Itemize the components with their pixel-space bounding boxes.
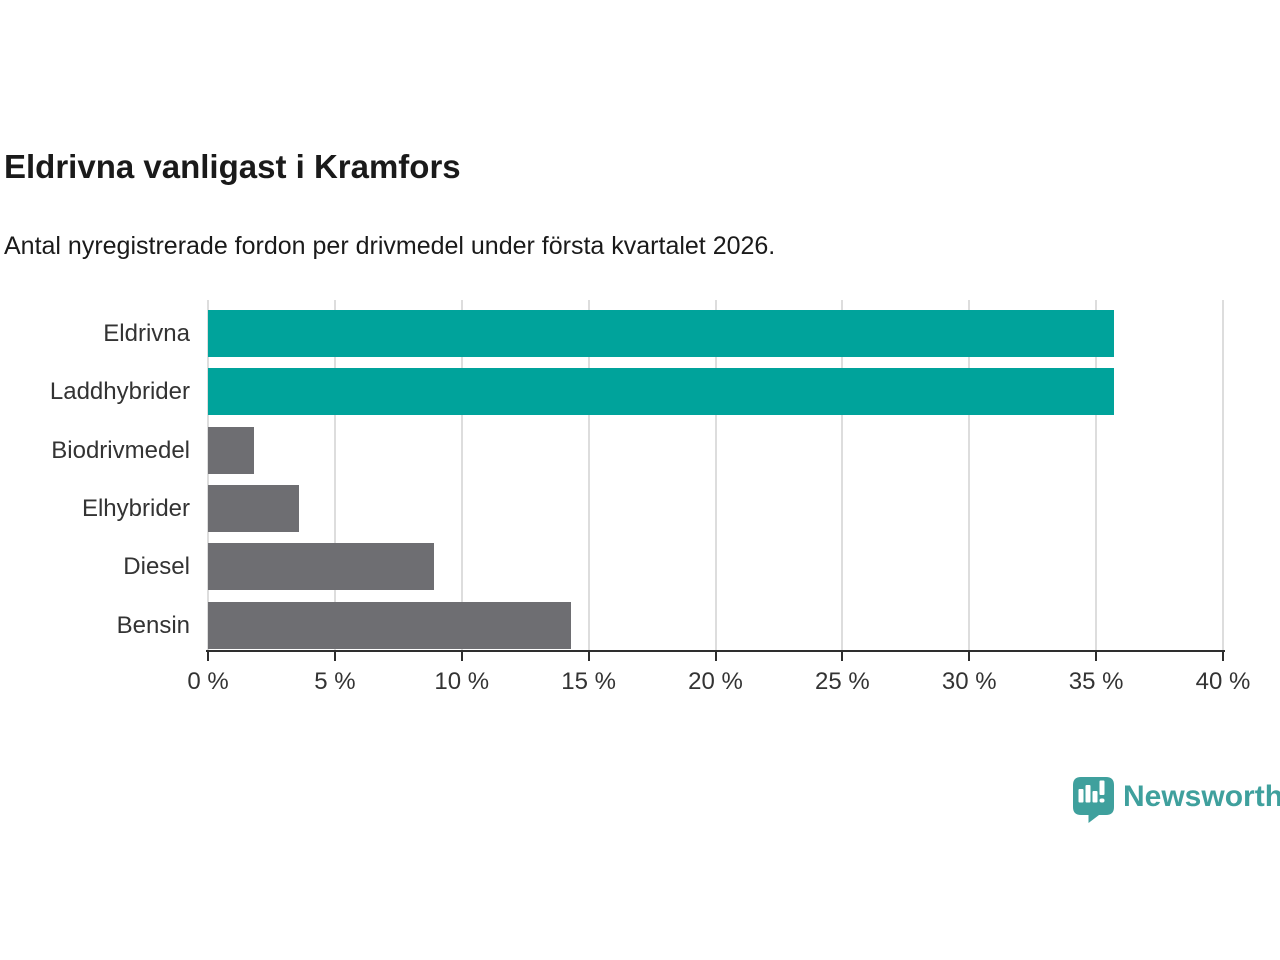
x-axis-tick-label: 0 % bbox=[187, 668, 229, 695]
x-axis-tick-label: 15 % bbox=[561, 668, 616, 695]
bar-laddhybrider bbox=[208, 368, 1114, 415]
gridline bbox=[841, 300, 844, 650]
gridline bbox=[587, 300, 590, 650]
gridline bbox=[968, 300, 971, 650]
gridline bbox=[207, 300, 209, 650]
y-axis-label: Biodrivmedel bbox=[51, 436, 190, 464]
y-axis-label: Bensin bbox=[116, 611, 190, 639]
y-axis-label: Laddhybrider bbox=[49, 377, 190, 405]
x-axis-tick bbox=[841, 650, 844, 661]
gridline bbox=[714, 300, 717, 650]
x-axis-tick-label: 20 % bbox=[688, 668, 743, 695]
y-axis-label: Elhybrider bbox=[81, 494, 190, 522]
x-axis-tick bbox=[207, 650, 209, 661]
x-axis-tick bbox=[460, 650, 463, 661]
bar-diesel bbox=[208, 543, 434, 590]
x-axis-tick bbox=[1095, 650, 1098, 661]
x-axis-tick-label: 30 % bbox=[941, 668, 997, 695]
newsworthy-logo-icon bbox=[1073, 777, 1114, 823]
chart-subtitle: Antal nyregistrerade fordon per drivmede… bbox=[4, 232, 776, 260]
gridline bbox=[1095, 300, 1098, 650]
chart-title: Eldrivna vanligast i Kramfors bbox=[4, 148, 461, 185]
x-axis-tick bbox=[714, 650, 717, 661]
x-axis-tick-label: 25 % bbox=[815, 668, 870, 695]
gridline bbox=[460, 300, 463, 650]
y-axis-label: Eldrivna bbox=[103, 319, 190, 347]
x-axis-tick-label: 5 % bbox=[314, 668, 356, 695]
newsworthy-logo: Newsworthy bbox=[1073, 777, 1280, 823]
x-axis-tick-label: 40 % bbox=[1195, 668, 1251, 695]
newsworthy-logo-text: Newsworthy bbox=[1123, 780, 1280, 813]
gridline bbox=[333, 300, 336, 650]
x-axis-tick bbox=[968, 650, 971, 661]
bar-bensin bbox=[208, 602, 571, 649]
bar-eldrivna bbox=[208, 310, 1114, 357]
x-axis-tick-label: 10 % bbox=[434, 668, 490, 695]
x-axis-tick-label: 35 % bbox=[1068, 668, 1124, 695]
x-axis-tick bbox=[333, 650, 336, 661]
y-axis-label: Diesel bbox=[123, 552, 190, 580]
bar-biodrivmedel bbox=[208, 427, 254, 474]
x-axis-tick bbox=[587, 650, 590, 661]
gridline bbox=[1222, 300, 1224, 650]
x-axis-tick bbox=[1222, 650, 1224, 661]
bar-elhybrider bbox=[208, 485, 299, 532]
